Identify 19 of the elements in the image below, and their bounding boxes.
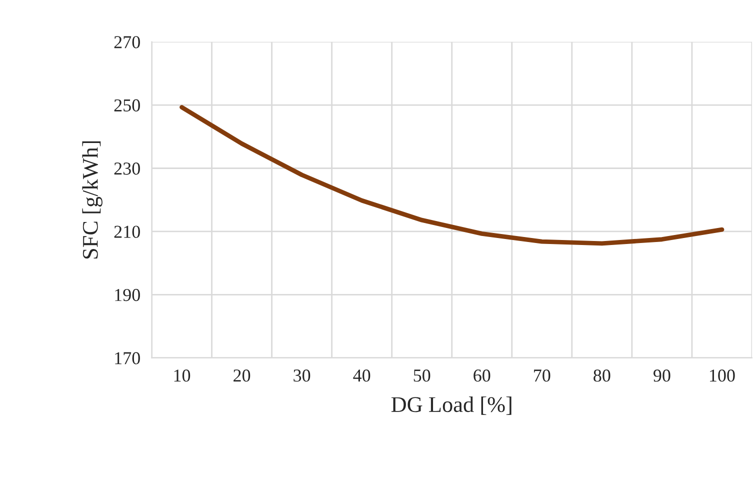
x-axis-title: DG Load [%] [391, 396, 512, 415]
x-tick-label: 10 [174, 369, 190, 382]
y-tick-label: 210 [114, 226, 140, 238]
x-tick-label: 30 [294, 369, 310, 382]
x-tick-label: 80 [594, 369, 610, 382]
y-tick-label: 270 [114, 36, 140, 48]
x-tick-label: 50 [414, 369, 430, 382]
x-tick-label: 20 [234, 369, 250, 382]
x-tick-label: 40 [353, 369, 370, 382]
x-tick-label: 70 [534, 369, 550, 382]
y-tick-label: 230 [114, 162, 140, 175]
y-axis-title: SFC [g/kWh] [82, 141, 102, 259]
y-tick-label: 170 [115, 352, 140, 364]
x-tick-label: 60 [474, 369, 490, 382]
y-tick-label: 190 [115, 288, 140, 302]
x-tick-label: 90 [654, 369, 670, 382]
x-tick-label: 100 [710, 369, 735, 382]
line-series [180, 105, 724, 246]
y-tick-label: 250 [114, 99, 140, 112]
